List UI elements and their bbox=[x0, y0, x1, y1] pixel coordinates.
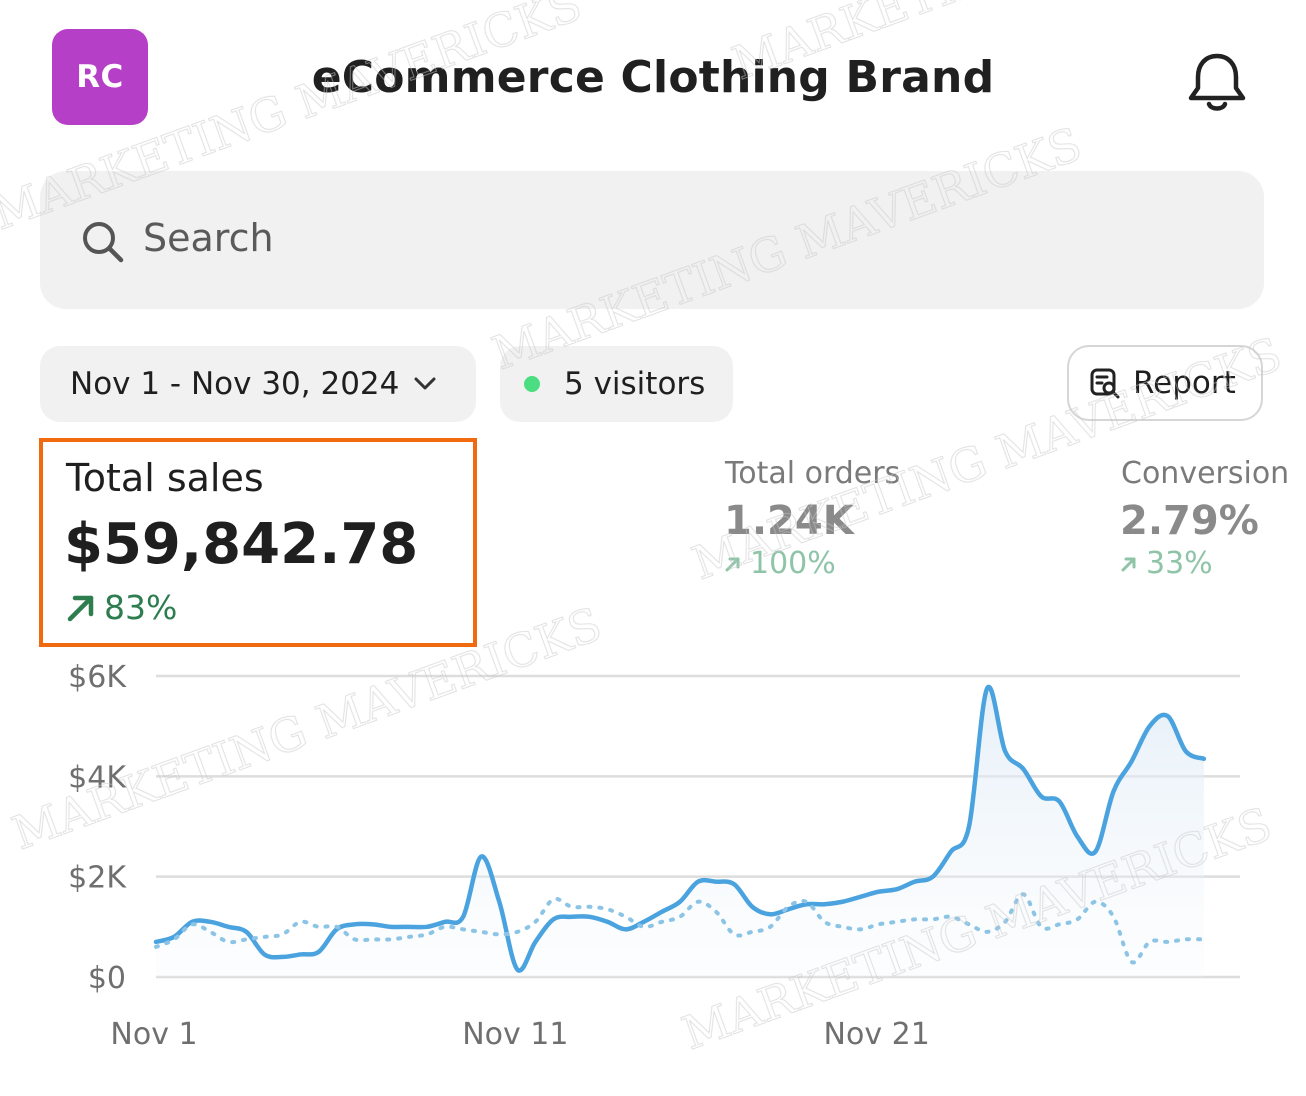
total-sales-highlight bbox=[39, 438, 477, 647]
avatar[interactable]: RC bbox=[52, 29, 148, 125]
y-tick-label: $4K bbox=[68, 760, 127, 795]
arrow-up-right-icon bbox=[725, 557, 740, 571]
live-dot-icon bbox=[524, 376, 540, 392]
visitors-chip[interactable]: 5 visitors bbox=[500, 346, 733, 422]
report-button[interactable]: Report bbox=[1067, 345, 1263, 421]
date-range-label: Nov 1 - Nov 30, 2024 bbox=[70, 366, 400, 402]
visitors-label: 5 visitors bbox=[564, 366, 706, 402]
x-tick-label: Nov 1 bbox=[110, 1017, 197, 1052]
search-placeholder: Search bbox=[143, 216, 274, 260]
total-orders-value: 1.24K bbox=[724, 498, 854, 544]
arrow-up-right-icon bbox=[67, 595, 94, 621]
x-tick-label: Nov 11 bbox=[462, 1017, 568, 1052]
y-tick-label: $2K bbox=[68, 861, 127, 896]
conversion-label[interactable]: Conversion bbox=[1121, 456, 1290, 491]
conversion-value: 2.79% bbox=[1120, 498, 1259, 544]
total-sales-label[interactable]: Total sales bbox=[66, 456, 264, 500]
arrow-up-right-icon bbox=[1121, 557, 1136, 571]
report-search-icon bbox=[1090, 368, 1120, 399]
y-tick-label: $6K bbox=[68, 660, 127, 695]
total-sales-delta-value: 83% bbox=[104, 588, 178, 627]
total-orders-delta-value: 100% bbox=[750, 546, 836, 581]
page-title: eCommerce Clothing Brand bbox=[311, 52, 995, 103]
y-tick-label: $0 bbox=[88, 961, 126, 996]
x-tick-label: Nov 21 bbox=[824, 1017, 930, 1052]
series-area bbox=[156, 686, 1204, 977]
conversion-delta: 33% bbox=[1120, 546, 1213, 581]
sales-line-chart[interactable]: $0 $2K $4K $6K Nov 1 Nov 11 Nov 21 bbox=[0, 640, 1306, 1070]
search-input[interactable] bbox=[40, 171, 1264, 309]
total-orders-delta: 100% bbox=[724, 546, 836, 581]
current-period-line[interactable] bbox=[153, 684, 1207, 973]
previous-period-line[interactable] bbox=[154, 892, 1206, 965]
chevron-down-icon bbox=[414, 377, 436, 390]
total-sales-value: $59,842.78 bbox=[64, 512, 419, 577]
search-icon bbox=[83, 222, 124, 263]
conversion-delta-value: 33% bbox=[1146, 546, 1213, 581]
total-sales-delta: 83% bbox=[66, 588, 177, 627]
date-range-selector[interactable]: Nov 1 - Nov 30, 2024 bbox=[40, 346, 476, 422]
report-label: Report bbox=[1133, 365, 1236, 401]
bell-icon[interactable] bbox=[1183, 50, 1251, 116]
total-orders-label[interactable]: Total orders bbox=[725, 456, 901, 491]
